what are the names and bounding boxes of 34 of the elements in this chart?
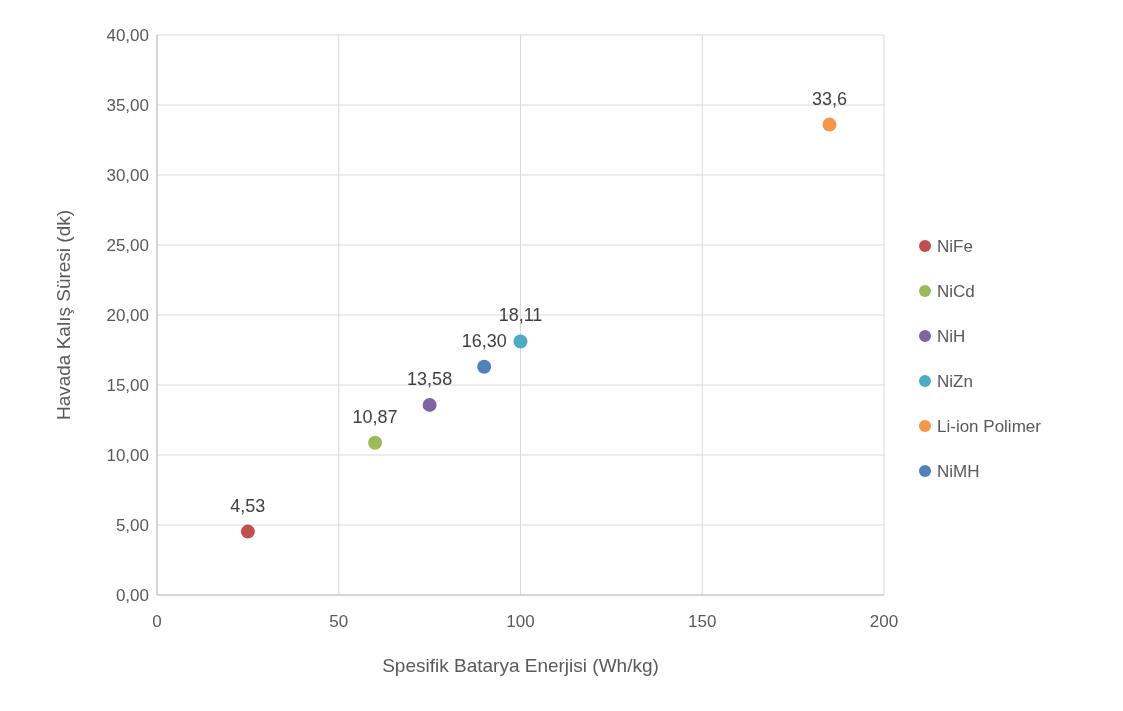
legend-label: Li-ion Polimer: [937, 416, 1042, 436]
data-label: 13,58: [407, 368, 453, 389]
point: [368, 435, 383, 450]
legend-label: NiCd: [937, 281, 975, 301]
data-label: 4,53: [230, 495, 266, 516]
point: [822, 117, 837, 132]
y-tick-label: 25,00: [106, 235, 149, 255]
legend-label: NiMH: [937, 461, 980, 481]
data-label: 33,6: [811, 88, 847, 109]
y-tick-label: 10,00: [106, 445, 149, 465]
data-label: 16,30: [461, 330, 507, 351]
point: [513, 334, 528, 349]
x-tick-label: 150: [688, 612, 717, 631]
y-tick-label: 15,00: [106, 375, 149, 395]
x-axis-title: Spesifik Batarya Enerjisi (Wh/kg): [382, 655, 659, 676]
x-tick-label: 100: [506, 612, 535, 631]
legend-label: NiFe: [937, 236, 973, 256]
x-tick-label: 50: [329, 612, 349, 631]
legend-label: NiH: [937, 326, 966, 346]
legend-label: NiZn: [937, 371, 973, 391]
y-tick-label: 35,00: [106, 95, 149, 115]
y-tick-label: 30,00: [106, 165, 149, 185]
point: [477, 359, 492, 374]
y-tick-label: 0,00: [115, 585, 149, 605]
y-axis-title: Havada Kalış Süresi (dk): [53, 209, 74, 421]
y-tick-label: 40,00: [106, 25, 149, 45]
point: [422, 397, 437, 412]
x-tick-label: 200: [869, 612, 899, 631]
y-tick-label: 5,00: [115, 515, 149, 535]
data-label: 10,87: [352, 406, 398, 427]
point: [240, 524, 255, 539]
y-tick-label: 20,00: [106, 305, 149, 325]
data-label: 18,11: [498, 305, 543, 326]
x-tick-label: 0: [152, 612, 162, 631]
